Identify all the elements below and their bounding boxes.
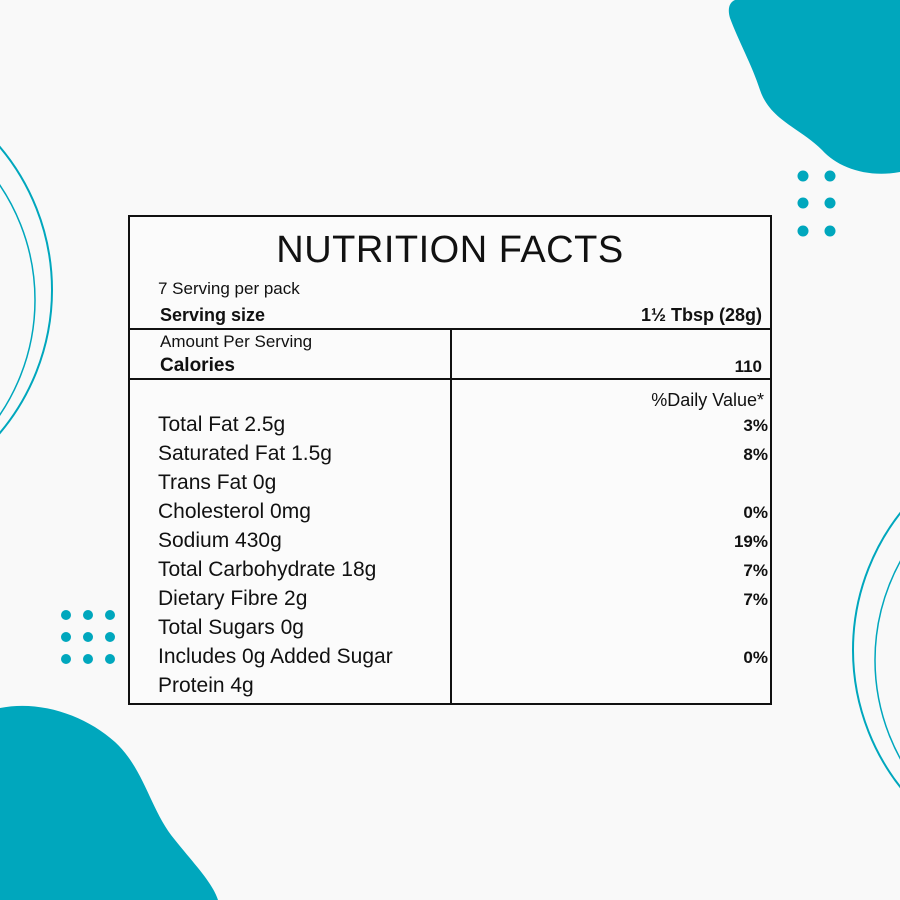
nutrient-row: Total Carbohydrate 18g 7%: [158, 558, 768, 587]
nutrient-row: Dietary Fibre 2g 7%: [158, 587, 768, 616]
nutrient-name: Sodium 430g: [158, 529, 282, 552]
calories-value: 110: [734, 357, 762, 376]
nutrient-row: Sodium 430g 19%: [158, 529, 768, 558]
nutrient-row: Cholesterol 0mg 0%: [158, 500, 768, 529]
nutrient-name: Saturated Fat 1.5g: [158, 442, 332, 465]
nutrient-daily-value: 0%: [743, 503, 768, 522]
nutrient-row: Total Sugars 0g: [158, 616, 758, 645]
nutrient-row: Includes 0g Added Sugar 0%: [158, 645, 768, 674]
arc-left-1: [0, 145, 53, 435]
nutrient-name: Protein 4g: [158, 674, 254, 697]
nutrition-facts-panel: NUTRITION FACTS 7 Serving per pack Servi…: [128, 215, 772, 705]
daily-value-header: %Daily Value*: [651, 390, 764, 410]
nutrient-daily-value: 19%: [733, 532, 768, 551]
nutrient-name: Trans Fat 0g: [158, 471, 277, 494]
nutrient-daily-value: 3%: [743, 416, 768, 435]
amount-per-serving-label: Amount Per Serving: [160, 332, 313, 351]
dot-grid-top-right: [797, 170, 836, 237]
divider-line: [130, 378, 770, 380]
nutrient-name: Total Fat 2.5g: [158, 413, 286, 436]
calories-label: Calories: [160, 355, 235, 376]
nutrient-name: Total Sugars 0g: [158, 616, 304, 639]
nutrient-name: Total Carbohydrate 18g: [158, 558, 377, 581]
column-divider: [450, 329, 452, 703]
nutrient-name: Dietary Fibre 2g: [158, 587, 308, 610]
nutrient-daily-value: 8%: [743, 445, 768, 464]
dot-grid-left: [61, 610, 115, 664]
arc-right-1: [852, 511, 900, 789]
nutrient-daily-value: 7%: [743, 561, 768, 580]
nutrient-row: Saturated Fat 1.5g 8%: [158, 442, 768, 471]
serving-size-label: Serving size: [160, 305, 266, 325]
servings-per-pack: 7 Serving per pack: [158, 279, 300, 298]
nutrient-row: Total Fat 2.5g 3%: [158, 413, 768, 442]
blob-top-right: [728, 0, 900, 174]
arc-left-2: [0, 184, 36, 416]
nutrient-row: Protein 4g: [158, 674, 758, 703]
nutrient-daily-value: 7%: [743, 590, 768, 609]
nutrient-name: Cholesterol 0mg: [158, 500, 311, 523]
panel-title: NUTRITION FACTS: [276, 229, 624, 271]
arc-right-2: [874, 560, 900, 760]
nutrient-row: Trans Fat 0g: [158, 471, 758, 500]
nutrient-name: Includes 0g Added Sugar: [158, 645, 393, 668]
blob-bottom-left: [0, 705, 218, 900]
serving-size-value: 1½ Tbsp (28g): [640, 305, 762, 325]
nutrient-list: Total Fat 2.5g 3% Saturated Fat 1.5g 8% …: [158, 413, 768, 703]
nutrient-daily-value: 0%: [743, 648, 768, 667]
